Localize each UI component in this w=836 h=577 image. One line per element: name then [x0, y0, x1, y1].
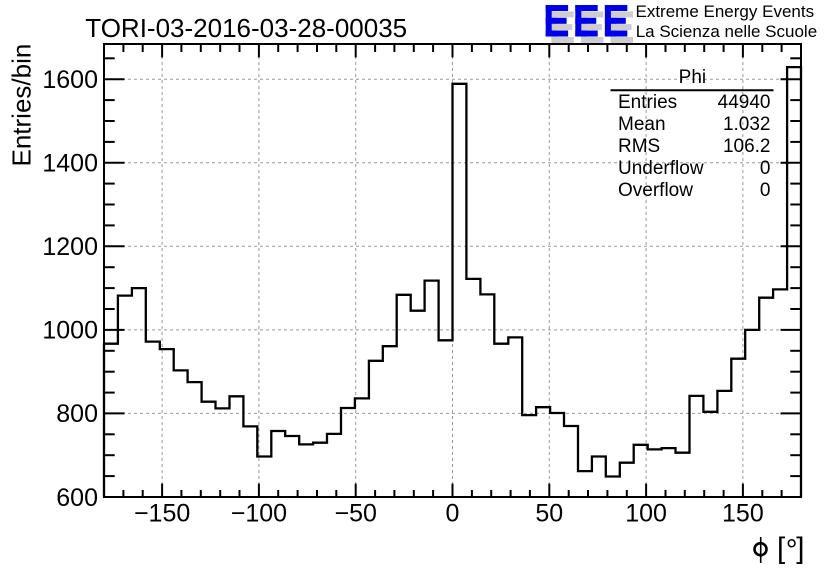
svg-text:Mean: Mean: [618, 114, 666, 135]
svg-text:106.2: 106.2: [723, 136, 771, 157]
svg-text:600: 600: [56, 484, 98, 512]
svg-text:]: ]: [796, 532, 804, 565]
svg-text:0: 0: [446, 500, 460, 528]
svg-text:800: 800: [56, 400, 98, 428]
svg-text:1000: 1000: [42, 317, 98, 345]
svg-text:1600: 1600: [42, 66, 98, 94]
svg-text:TORI-03-2016-03-28-00035: TORI-03-2016-03-28-00035: [85, 13, 407, 43]
svg-text:RMS: RMS: [618, 136, 660, 157]
svg-text:Overflow: Overflow: [618, 180, 693, 201]
svg-text:50: 50: [535, 500, 563, 528]
svg-text:°: °: [786, 534, 798, 567]
svg-text:150: 150: [722, 500, 764, 528]
svg-text:−150: −150: [134, 500, 190, 528]
svg-text:Entries/bin: Entries/bin: [7, 44, 37, 167]
svg-text:1200: 1200: [42, 233, 98, 261]
svg-text:0: 0: [760, 180, 771, 201]
svg-text:Phi: Phi: [679, 67, 706, 88]
svg-text:Entries: Entries: [618, 92, 677, 113]
svg-text:[: [: [777, 532, 785, 565]
svg-text:La Scienza nelle Scuole: La Scienza nelle Scuole: [636, 22, 817, 41]
svg-text:1400: 1400: [42, 150, 98, 178]
svg-text:0: 0: [760, 158, 771, 179]
svg-text:1.032: 1.032: [723, 114, 771, 135]
svg-text:44940: 44940: [718, 92, 771, 113]
svg-text:−100: −100: [231, 500, 287, 528]
svg-text:−50: −50: [334, 500, 376, 528]
svg-text:Underflow: Underflow: [618, 158, 704, 179]
svg-text:Extreme Energy Events: Extreme Energy Events: [636, 2, 815, 21]
svg-text:100: 100: [625, 500, 667, 528]
